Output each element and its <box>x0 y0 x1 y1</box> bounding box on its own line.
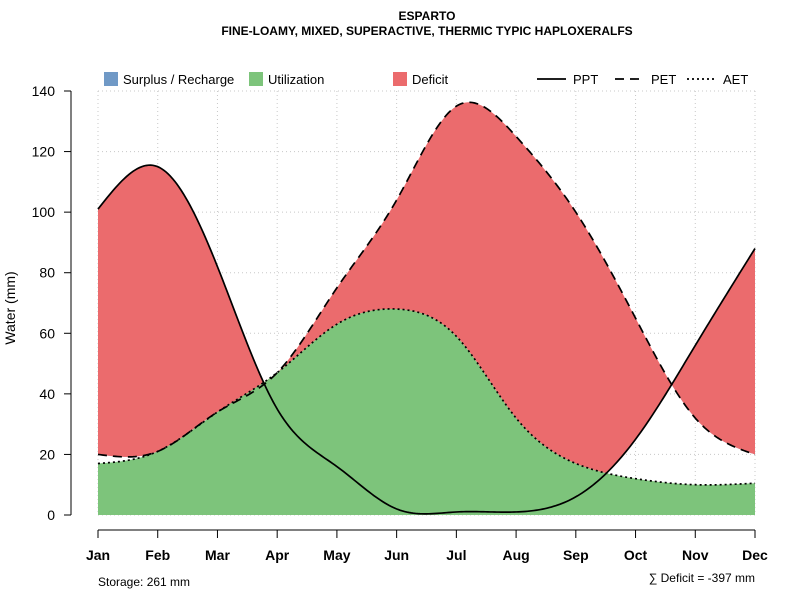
storage-annotation: Storage: 261 mm <box>98 575 190 589</box>
legend-swatch-2 <box>393 72 407 86</box>
x-tick-label-aug: Aug <box>502 547 529 563</box>
y-tick-label: 60 <box>39 325 55 341</box>
y-tick-label: 100 <box>32 204 56 220</box>
x-tick-label-apr: Apr <box>265 547 290 563</box>
legend-label-area-2: Deficit <box>412 72 449 87</box>
x-tick-label-sep: Sep <box>563 547 589 563</box>
x-tick-label-jun: Jun <box>384 547 409 563</box>
chart-subtitle: FINE-LOAMY, MIXED, SUPERACTIVE, THERMIC … <box>221 24 632 38</box>
x-tick-label-may: May <box>323 547 350 563</box>
x-tick-label-jul: Jul <box>446 547 466 563</box>
y-tick-label: 40 <box>39 386 55 402</box>
y-tick-label: 140 <box>32 83 56 99</box>
x-tick-label-mar: Mar <box>205 547 230 563</box>
y-tick-label: 80 <box>39 265 55 281</box>
x-tick-label-nov: Nov <box>682 547 709 563</box>
legend-label-pet: PET <box>651 72 676 87</box>
legend-swatch-0 <box>104 72 118 86</box>
series-line-aet <box>97 308 756 486</box>
x-tick-label-oct: Oct <box>624 547 648 563</box>
line-layer <box>97 101 756 515</box>
chart-title: ESPARTO <box>399 9 456 23</box>
legend-label-area-1: Utilization <box>268 72 324 87</box>
legend-swatch-1 <box>249 72 263 86</box>
x-tick-label-jan: Jan <box>86 547 110 563</box>
y-tick-label: 0 <box>47 507 55 523</box>
area-layer <box>98 102 755 515</box>
deficit-annotation: ∑ Deficit = -397 mm <box>649 571 755 585</box>
legend-label-area-0: Surplus / Recharge <box>123 72 234 87</box>
x-tick-label-feb: Feb <box>145 547 170 563</box>
legend-label-ppt: PPT <box>573 72 598 87</box>
axes: 0 20 40 60 80 100 120 140 Jan Feb Mar Apr May Jun Jul A… <box>32 83 768 563</box>
series-line-ppt <box>97 164 756 515</box>
x-tick-label-dec: Dec <box>742 547 768 563</box>
legend: Surplus / Recharge Utilization Deficit PPT P… <box>104 72 748 87</box>
y-tick-label: 120 <box>32 144 56 160</box>
utilization-area <box>98 308 755 515</box>
y-tick-label: 20 <box>39 446 55 462</box>
y-axis-label: Water (mm) <box>2 271 18 344</box>
legend-label-aet: AET <box>723 72 748 87</box>
